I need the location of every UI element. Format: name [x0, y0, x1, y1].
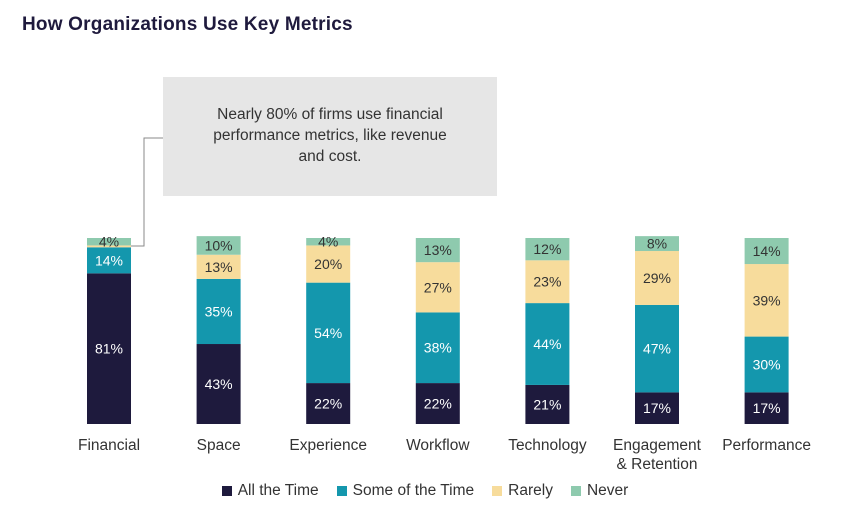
bar-space-all-the-time — [196, 344, 241, 424]
data-label-space-rarely: 13% — [205, 259, 233, 275]
legend-swatch-never — [570, 486, 581, 496]
legend-item-rarely: Rarely — [492, 482, 553, 500]
annotation-connector-line — [131, 137, 163, 247]
data-label-workflow-all-the-time: 22% — [424, 396, 452, 412]
bar-technology-rarely — [525, 260, 570, 304]
annotation-line-1: Nearly 80% of firms use financial — [217, 106, 443, 123]
category-label-performance: Performance — [722, 437, 811, 454]
bar-technology-some-of-the-time — [525, 303, 570, 385]
data-label-space-some-of-the-time: 35% — [205, 303, 233, 319]
bar-financial-never — [87, 238, 131, 246]
legend-label-some-of-the-time: Some of the Time — [352, 482, 475, 499]
annotation-line-3: and cost. — [298, 148, 362, 165]
category-label-workflow: Workflow — [406, 437, 470, 454]
data-label-engagement-retention-all-the-time: 17% — [643, 400, 671, 416]
legend-label-never: Never — [586, 482, 629, 499]
data-label-technology-rarely: 23% — [533, 274, 561, 290]
bar-experience-never — [306, 238, 351, 246]
data-label-performance-rarely: 39% — [753, 292, 781, 308]
data-label-performance-all-the-time: 17% — [753, 400, 781, 416]
data-label-technology-some-of-the-time: 44% — [533, 336, 561, 352]
bar-performance-never — [744, 238, 789, 265]
bar-engagement-retention-rarely — [635, 251, 679, 305]
annotation-box: Nearly 80% of firms use financial perfor… — [163, 77, 497, 196]
category-label-financial: Financial — [78, 437, 140, 454]
data-label-financial-all-the-time: 81% — [95, 341, 123, 357]
data-label-performance-some-of-the-time: 30% — [753, 356, 781, 372]
category-label-engagement-retention-2: & Retention — [617, 456, 698, 473]
data-label-engagement-retention-rarely: 29% — [643, 270, 671, 286]
bar-workflow-rarely — [415, 262, 460, 313]
legend-item-never: Never — [570, 482, 629, 500]
legend-swatch-rarely — [492, 486, 503, 496]
data-label-engagement-retention-never: 8% — [647, 236, 667, 252]
category-label-experience: Experience — [289, 437, 367, 454]
bar-engagement-retention-some-of-the-time — [635, 304, 679, 393]
bar-experience-some-of-the-time — [306, 282, 351, 384]
data-label-workflow-rarely: 27% — [424, 279, 452, 295]
annotation-line-2: performance metrics, like revenue — [213, 127, 447, 144]
bar-engagement-retention-never — [635, 236, 679, 252]
bar-performance-some-of-the-time — [744, 336, 789, 393]
category-label-technology: Technology — [508, 437, 587, 454]
bar-performance-rarely — [744, 264, 789, 337]
chart-title: How Organizations Use Key Metrics — [22, 14, 353, 35]
data-label-workflow-never: 13% — [424, 242, 452, 258]
bar-workflow-all-the-time — [415, 383, 460, 424]
bar-space-never — [196, 236, 241, 255]
legend: All the Time Some of the Time Rarely Nev… — [0, 482, 850, 500]
data-label-space-never: 10% — [205, 237, 233, 253]
legend-swatch-some-of-the-time — [336, 486, 347, 496]
data-label-workflow-some-of-the-time: 38% — [424, 340, 452, 356]
data-label-technology-never: 12% — [533, 241, 561, 257]
data-label-experience-rarely: 20% — [314, 256, 342, 272]
bar-performance-all-the-time — [744, 392, 789, 424]
bar-experience-all-the-time — [306, 383, 351, 424]
category-label-engagement-retention-1: Engagement — [613, 437, 702, 454]
data-label-experience-never: 4% — [318, 234, 338, 250]
bar-financial-all-the-time — [87, 273, 131, 424]
bar-technology-all-the-time — [525, 384, 570, 424]
legend-label-all-the-time: All the Time — [237, 482, 319, 499]
bar-space-rarely — [196, 254, 241, 279]
data-label-performance-never: 14% — [753, 243, 781, 259]
legend-item-all-the-time: All the Time — [221, 482, 319, 500]
legend-swatch-all-the-time — [221, 486, 232, 496]
data-label-experience-all-the-time: 22% — [314, 396, 342, 412]
data-label-space-all-the-time: 43% — [205, 376, 233, 392]
bar-experience-rarely — [306, 245, 351, 283]
legend-label-rarely: Rarely — [508, 482, 553, 499]
bar-workflow-some-of-the-time — [415, 312, 460, 384]
data-label-technology-all-the-time: 21% — [533, 396, 561, 412]
bar-space-some-of-the-time — [196, 278, 241, 345]
bar-technology-never — [525, 238, 570, 261]
category-label-space: Space — [197, 437, 241, 454]
legend-item-some-of-the-time: Some of the Time — [336, 482, 475, 500]
bar-financial-rarely — [87, 245, 131, 248]
bar-engagement-retention-all-the-time — [635, 392, 679, 424]
data-label-financial-never: 4% — [99, 234, 119, 250]
bar-financial-some-of-the-time — [87, 247, 131, 274]
data-label-experience-some-of-the-time: 54% — [314, 325, 342, 341]
bar-workflow-never — [415, 238, 460, 263]
data-label-engagement-retention-some-of-the-time: 47% — [643, 341, 671, 357]
data-label-financial-some-of-the-time: 14% — [95, 252, 123, 268]
